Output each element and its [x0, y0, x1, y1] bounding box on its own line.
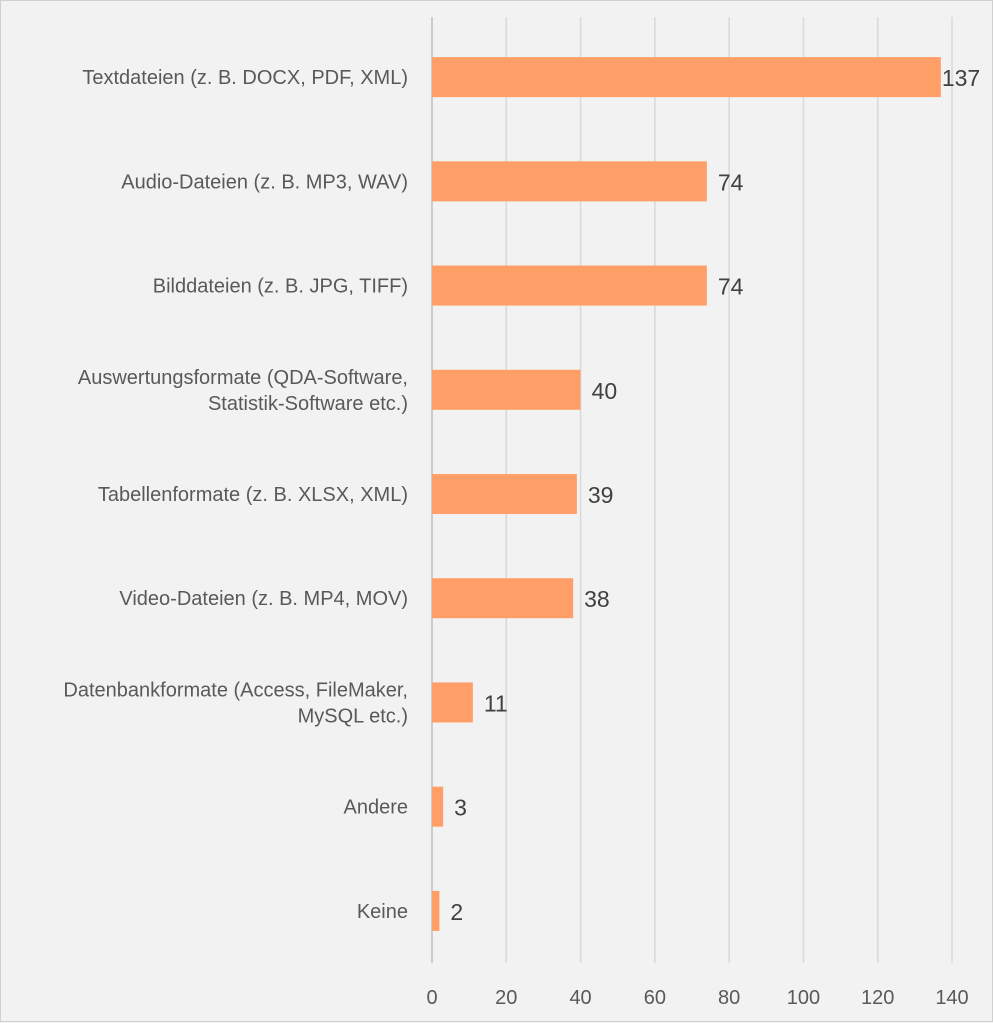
- data-label: 137: [942, 65, 980, 91]
- bar: [432, 786, 444, 827]
- data-label: 2: [450, 899, 463, 925]
- data-label: 11: [484, 690, 508, 716]
- data-label: 39: [588, 482, 614, 508]
- category-label: Statistik-Software etc.): [208, 393, 408, 415]
- data-label: 40: [592, 378, 618, 404]
- category-label: Bilddateien (z. B. JPG, TIFF): [153, 276, 408, 298]
- category-label: MySQL etc.): [298, 705, 408, 727]
- x-tick-label: 0: [426, 987, 437, 1009]
- x-tick-label: 20: [495, 987, 517, 1009]
- bar: [432, 161, 707, 202]
- bar: [432, 682, 473, 723]
- category-label: Andere: [344, 797, 409, 819]
- bar: [432, 57, 941, 98]
- x-tick-label: 60: [644, 987, 666, 1009]
- bar: [432, 265, 707, 306]
- bar: [432, 474, 577, 514]
- category-label: Video-Dateien (z. B. MP4, MOV): [119, 588, 408, 610]
- bar: [432, 890, 440, 931]
- x-tick-label: 100: [787, 987, 820, 1009]
- category-label: Datenbankformate (Access, FileMaker,: [63, 679, 408, 701]
- bar: [432, 578, 574, 619]
- data-label: 38: [584, 586, 610, 612]
- category-label: Keine: [357, 901, 408, 923]
- category-label: Tabellenformate (z. B. XLSX, XML): [98, 484, 408, 506]
- x-tick-label: 140: [935, 987, 968, 1009]
- data-label: 74: [718, 169, 744, 195]
- category-label: Audio-Dateien (z. B. MP3, WAV): [121, 171, 408, 193]
- category-label: Auswertungsformate (QDA-Software,: [78, 367, 408, 389]
- category-label: Textdateien (z. B. DOCX, PDF, XML): [82, 67, 408, 89]
- data-label: 74: [718, 274, 744, 300]
- x-tick-label: 80: [718, 987, 740, 1009]
- x-tick-label: 120: [861, 987, 894, 1009]
- bar: [432, 369, 581, 410]
- data-label: 3: [454, 795, 467, 821]
- x-tick-label: 40: [569, 987, 591, 1009]
